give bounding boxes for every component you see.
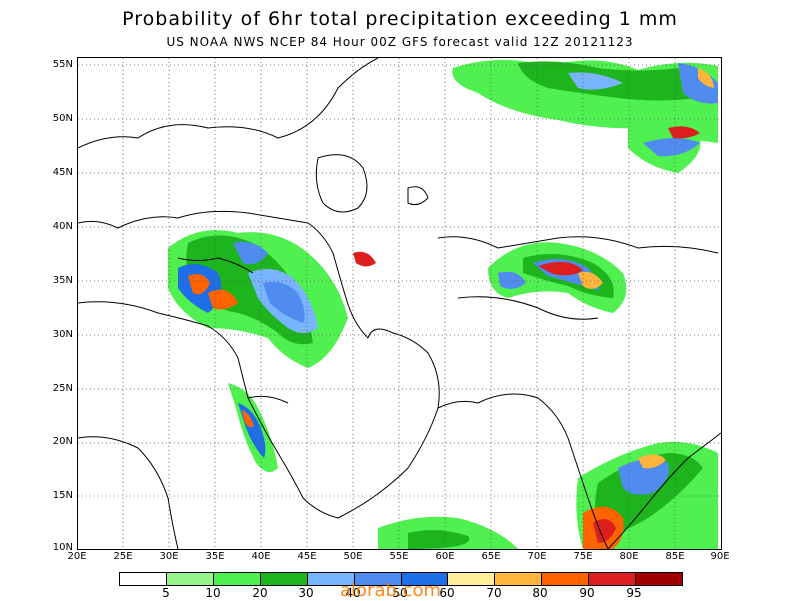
legend-label: 40: [345, 586, 361, 600]
watermark-text: alorab.com: [340, 580, 442, 601]
legend-swatch: [448, 573, 496, 585]
legend-label: 30: [298, 586, 314, 600]
lat-label: 50N: [52, 113, 73, 124]
lon-label: 90E: [710, 551, 730, 562]
precip-shading: [168, 59, 718, 549]
lon-label: 40E: [251, 551, 271, 562]
legend-swatch: [542, 573, 590, 585]
lon-label: 55E: [389, 551, 409, 562]
legend-swatch: [401, 573, 449, 585]
lat-label: 40N: [52, 221, 73, 232]
lon-label: 65E: [481, 551, 501, 562]
lon-label: 25E: [113, 551, 133, 562]
legend-swatch: [213, 573, 261, 585]
map-panel: [77, 57, 722, 550]
map-title: Probability of 6hr total precipitation e…: [122, 8, 678, 30]
legend-swatch: [166, 573, 214, 585]
lat-label: 10N: [52, 542, 73, 553]
lon-label: 80E: [619, 551, 639, 562]
lat-label: 20N: [52, 436, 73, 447]
coastlines: [78, 58, 721, 549]
lon-label: 85E: [665, 551, 685, 562]
legend-swatch: [120, 573, 167, 585]
lon-label: 75E: [573, 551, 593, 562]
legend-label: 95: [626, 586, 642, 600]
map-subtitle: US NOAA NWS NCEP 84 Hour 00Z GFS forecas…: [166, 35, 634, 49]
lat-label: 30N: [52, 329, 73, 340]
legend-swatch: [636, 573, 683, 585]
lon-label: 35E: [205, 551, 225, 562]
legend-label: 90: [579, 586, 595, 600]
legend-label: 70: [486, 586, 502, 600]
legend-colorbar: [119, 572, 683, 586]
legend-label: 10: [205, 586, 221, 600]
lon-label: 20E: [67, 551, 87, 562]
lat-label: 15N: [52, 490, 73, 501]
legend-swatch: [589, 573, 637, 585]
legend-label: 60: [439, 586, 455, 600]
lat-label: 45N: [52, 167, 73, 178]
lon-label: 50E: [343, 551, 363, 562]
legend-label: 50: [392, 586, 408, 600]
lon-label: 45E: [297, 551, 317, 562]
legend-swatch: [354, 573, 402, 585]
lon-label: 60E: [435, 551, 455, 562]
legend-swatch: [495, 573, 543, 585]
lon-label: 70E: [527, 551, 547, 562]
legend-swatch: [307, 573, 355, 585]
legend-label: 5: [162, 586, 170, 600]
legend-swatch: [260, 573, 308, 585]
legend-label: 20: [252, 586, 268, 600]
lon-label: 30E: [159, 551, 179, 562]
legend-label: 80: [532, 586, 548, 600]
lat-label: 55N: [52, 59, 73, 70]
lat-label: 35N: [52, 275, 73, 286]
lat-label: 25N: [52, 383, 73, 394]
map-svg: [78, 58, 721, 549]
